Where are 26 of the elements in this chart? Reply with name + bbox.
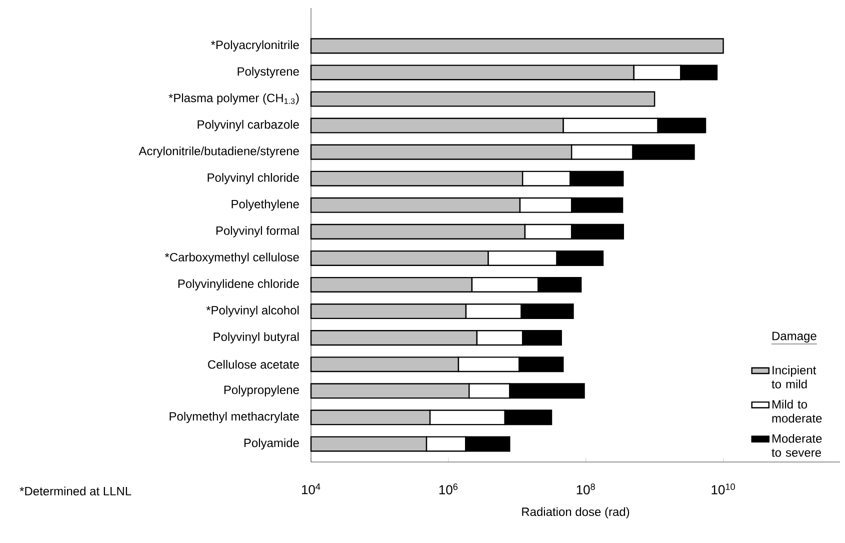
x-tick-label: 10$^{6}$ <box>439 484 458 494</box>
y-tick-label: Polyvinyl butyral <box>214 332 299 344</box>
y-tick-label: Polyvinyl chloride <box>208 173 299 184</box>
legend-label: Mild to moderate <box>772 400 822 423</box>
y-tick-label: Polyvinyl carbazole <box>198 120 299 132</box>
y-tick-label: Polyamide <box>244 438 299 450</box>
y-tick-label: *Plasma polymer (CH$_{1.3}$) <box>168 93 299 105</box>
x-axis-title: Radiation dose (rad) <box>522 507 630 518</box>
y-tick-label: Cellulose acetate <box>208 360 299 369</box>
y-tick-label: *Polyacrylonitrile <box>210 40 299 52</box>
y-tick-label: Acrylonitrile/butadiene/styrene <box>138 146 299 158</box>
y-tick-label: Polyvinylidene chloride <box>178 279 299 290</box>
legend-label: Moderate to severe <box>772 434 822 457</box>
x-tick-label: 10$^{8}$ <box>576 484 595 494</box>
x-tick-label: 10$^{4}$ <box>302 484 320 494</box>
x-tick-label: 10$^{10}$ <box>712 484 735 494</box>
y-tick-label: Polypropylene <box>224 385 299 396</box>
text: *Determined at LLNL <box>20 486 132 496</box>
y-tick-label: *Carboxymethyl cellulose <box>164 252 299 264</box>
y-tick-label: *Polyvinyl alcohol <box>206 306 299 317</box>
y-tick-label: Polyvinyl formal <box>216 226 299 238</box>
legend-title: Damage <box>772 332 816 343</box>
y-tick-label: Polystyrene <box>238 66 299 78</box>
y-tick-label: Polyethylene <box>232 200 299 211</box>
legend-label: Incipient to mild <box>772 366 816 388</box>
y-tick-label: Polymethyl methacrylate <box>170 412 299 424</box>
